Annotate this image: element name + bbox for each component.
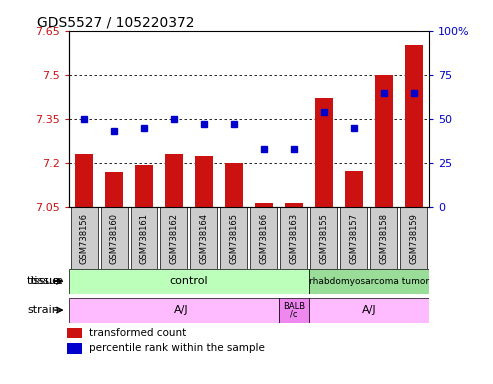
Bar — [67, 343, 82, 354]
Text: A/J: A/J — [174, 305, 189, 315]
Bar — [70, 207, 98, 269]
Text: rhabdomyosarcoma tumor: rhabdomyosarcoma tumor — [309, 277, 429, 286]
Bar — [165, 154, 183, 207]
Bar — [370, 207, 397, 269]
Bar — [400, 207, 427, 269]
Text: GSM738161: GSM738161 — [140, 213, 148, 263]
Text: A/J: A/J — [362, 305, 376, 315]
Text: GSM738158: GSM738158 — [380, 213, 388, 263]
Text: GSM738157: GSM738157 — [350, 213, 358, 263]
Text: BALB
/c: BALB /c — [283, 301, 305, 319]
Bar — [101, 207, 128, 269]
Bar — [69, 298, 279, 323]
Bar — [341, 207, 367, 269]
Text: percentile rank within the sample: percentile rank within the sample — [90, 343, 265, 353]
Bar — [220, 207, 247, 269]
Bar — [225, 163, 243, 207]
Bar — [255, 203, 273, 207]
Bar — [131, 207, 157, 269]
Bar — [375, 75, 393, 207]
Text: GSM738163: GSM738163 — [289, 212, 298, 264]
Text: GSM738156: GSM738156 — [79, 213, 89, 263]
Text: GSM738160: GSM738160 — [109, 213, 118, 263]
Text: transformed count: transformed count — [90, 328, 187, 338]
Bar — [105, 172, 123, 207]
Text: GSM738159: GSM738159 — [409, 213, 419, 263]
Bar — [281, 207, 308, 269]
Text: GSM738155: GSM738155 — [319, 213, 328, 263]
Bar — [75, 154, 93, 207]
Bar — [311, 207, 337, 269]
Bar — [345, 170, 363, 207]
Bar — [405, 45, 423, 207]
Text: tissue: tissue — [31, 276, 64, 286]
Bar — [309, 298, 429, 323]
Bar — [315, 98, 333, 207]
Bar — [67, 328, 82, 338]
Bar — [279, 298, 309, 323]
Text: GSM738162: GSM738162 — [170, 213, 178, 263]
Text: GSM738165: GSM738165 — [229, 213, 239, 263]
Text: control: control — [170, 276, 209, 286]
Bar — [161, 207, 187, 269]
Bar — [135, 165, 153, 207]
Text: GSM738166: GSM738166 — [259, 212, 269, 264]
Bar — [69, 269, 309, 294]
Text: GDS5527 / 105220372: GDS5527 / 105220372 — [36, 16, 194, 30]
Bar — [285, 203, 303, 207]
Text: strain: strain — [27, 305, 59, 315]
Bar — [250, 207, 278, 269]
Bar — [309, 269, 429, 294]
Bar — [190, 207, 217, 269]
Bar — [195, 156, 213, 207]
Text: tissue: tissue — [27, 276, 60, 286]
Text: GSM738164: GSM738164 — [200, 213, 209, 263]
